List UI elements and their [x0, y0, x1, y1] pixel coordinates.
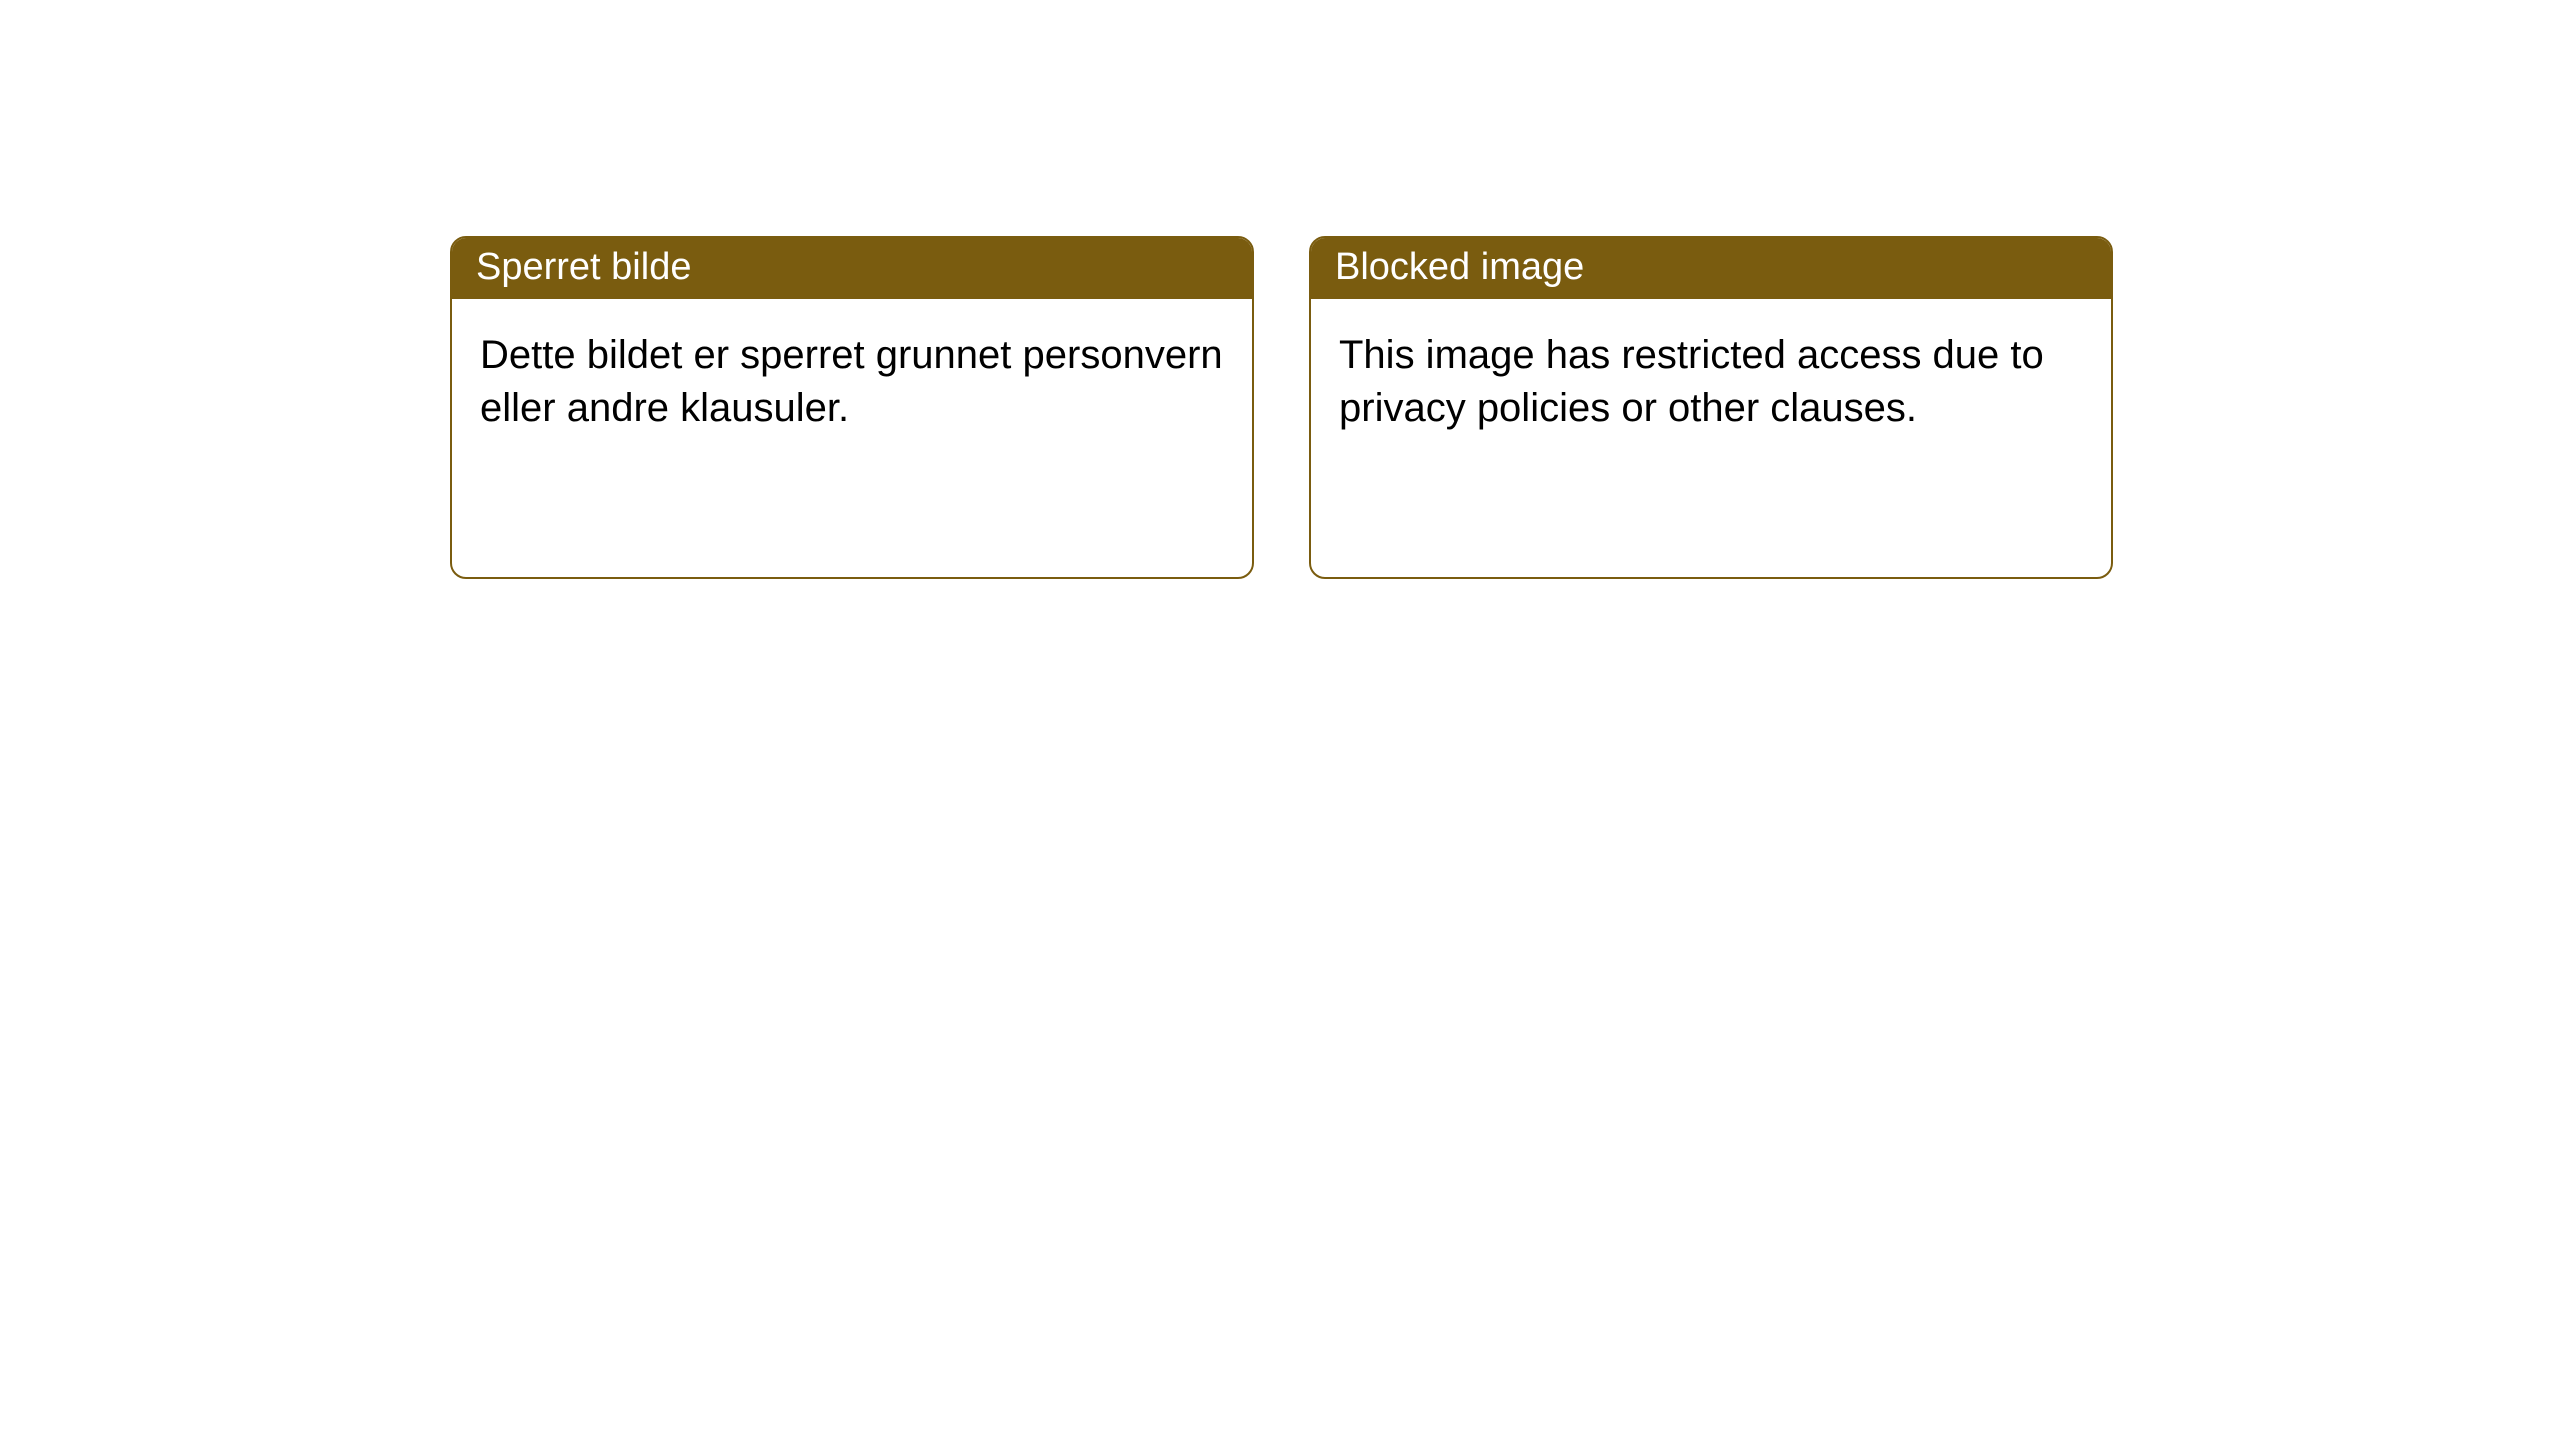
card-body: Dette bildet er sperret grunnet personve… [452, 299, 1252, 577]
notice-container: Sperret bilde Dette bildet er sperret gr… [450, 236, 2113, 579]
card-body: This image has restricted access due to … [1311, 299, 2111, 577]
notice-card-english: Blocked image This image has restricted … [1309, 236, 2113, 579]
card-title: Sperret bilde [476, 246, 691, 288]
card-header: Blocked image [1311, 238, 2111, 299]
card-body-text: This image has restricted access due to … [1339, 333, 2044, 430]
notice-card-norwegian: Sperret bilde Dette bildet er sperret gr… [450, 236, 1254, 579]
card-header: Sperret bilde [452, 238, 1252, 299]
card-body-text: Dette bildet er sperret grunnet personve… [480, 333, 1223, 430]
card-title: Blocked image [1335, 246, 1584, 288]
